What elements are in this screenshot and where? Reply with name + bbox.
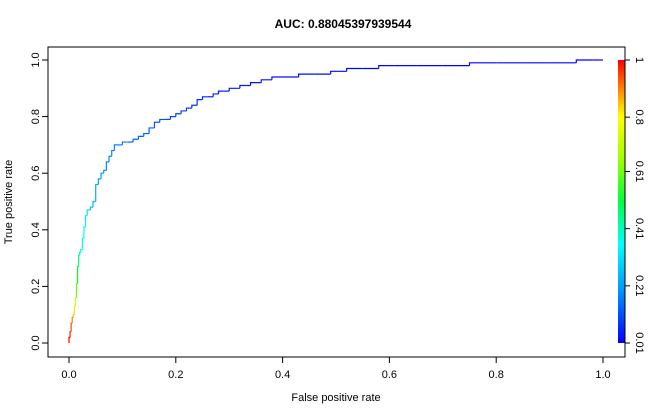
roc-segment: [97, 178, 102, 185]
roc-segment: [217, 90, 224, 94]
roc-segment: [74, 297, 77, 307]
roc-segment: [111, 149, 115, 157]
roc-segment: [212, 93, 219, 97]
roc-segment: [346, 67, 363, 72]
roc-segment: [72, 314, 75, 318]
roc-segment: [71, 316, 74, 324]
roc-segment: [108, 155, 112, 162]
roc-segment: [79, 251, 81, 256]
roc-segment: [73, 305, 76, 315]
x-axis: 0.0 0.2 0.4 0.6 0.8 1.0: [61, 356, 611, 381]
roc-segment: [78, 254, 80, 267]
roc-segment: [468, 62, 497, 66]
colorbar-tick-label: 1: [633, 57, 645, 63]
colorbar-axis: 0.01 0.21 0.41 0.61 0.8 1: [624, 57, 645, 354]
roc-segment: [100, 172, 104, 179]
roc-segment: [330, 70, 347, 75]
x-tick-label: 0.0: [61, 369, 76, 381]
roc-segment: [95, 183, 99, 202]
roc-segment: [89, 206, 94, 210]
roc-segment: [92, 200, 96, 208]
roc-segment: [196, 99, 203, 106]
roc-segment: [271, 76, 283, 80]
x-tick-label: 0.8: [489, 369, 504, 381]
colorbar-tick-label: 0.41: [633, 218, 645, 239]
roc-segment: [239, 84, 251, 89]
roc-segment: [70, 322, 73, 332]
roc-segment: [378, 65, 395, 69]
x-tick-label: 1.0: [595, 369, 610, 381]
y-tick-label: 0.6: [30, 166, 42, 181]
roc-segment: [137, 135, 144, 140]
roc-segment: [191, 104, 198, 109]
roc-segment: [298, 73, 315, 77]
roc-segment: [143, 132, 150, 137]
roc-segment: [185, 107, 192, 111]
chart-title: AUC: 0.88045397939544: [275, 17, 412, 31]
roc-segment: [103, 169, 107, 174]
y-tick-label: 0.2: [30, 279, 42, 294]
roc-segment: [80, 249, 83, 253]
y-axis: 0.0 0.2 0.4 0.6 0.8 1.0: [30, 52, 49, 351]
roc-segment: [105, 161, 110, 171]
y-tick-label: 0.4: [30, 222, 42, 237]
roc-segment: [249, 82, 262, 86]
roc-segment: [76, 265, 79, 284]
x-tick-label: 0.2: [168, 369, 183, 381]
x-axis-label: False positive rate: [291, 392, 380, 404]
x-tick-label: 0.4: [275, 369, 290, 381]
roc-segment: [159, 118, 166, 123]
colorbar: [618, 60, 625, 343]
roc-segment: [69, 331, 72, 338]
roc-segment: [260, 79, 272, 83]
y-tick-label: 0.8: [30, 109, 42, 124]
roc-segment: [84, 215, 88, 227]
roc-segment: [121, 141, 128, 145]
roc-segment: [575, 59, 593, 63]
colorbar-tick-label: 0.21: [633, 275, 645, 296]
roc-curve: [68, 59, 603, 343]
roc-segment: [169, 116, 176, 120]
roc-segment: [175, 113, 182, 117]
colorbar-tick-label: 0.61: [633, 161, 645, 182]
colorbar-tick-label: 0.01: [633, 332, 645, 353]
roc-segment: [83, 226, 86, 239]
roc-segment: [86, 209, 89, 216]
roc-segment: [75, 282, 78, 298]
y-axis-label: True positive rate: [3, 160, 15, 245]
roc-segment: [228, 87, 240, 92]
colorbar-tick-label: 0.8: [633, 110, 645, 125]
plot-frame: [47, 46, 626, 358]
roc-segment: [81, 237, 84, 250]
roc-segment: [153, 121, 160, 128]
roc-segment: [68, 336, 71, 343]
y-tick-label: 1.0: [30, 52, 42, 67]
roc-segment: [180, 110, 187, 114]
x-tick-label: 0.6: [382, 369, 397, 381]
roc-segment: [113, 144, 118, 151]
roc-segment: [148, 127, 155, 134]
roc-segment: [201, 96, 208, 100]
roc-segment: [132, 138, 139, 143]
y-tick-label: 0.0: [30, 335, 42, 350]
